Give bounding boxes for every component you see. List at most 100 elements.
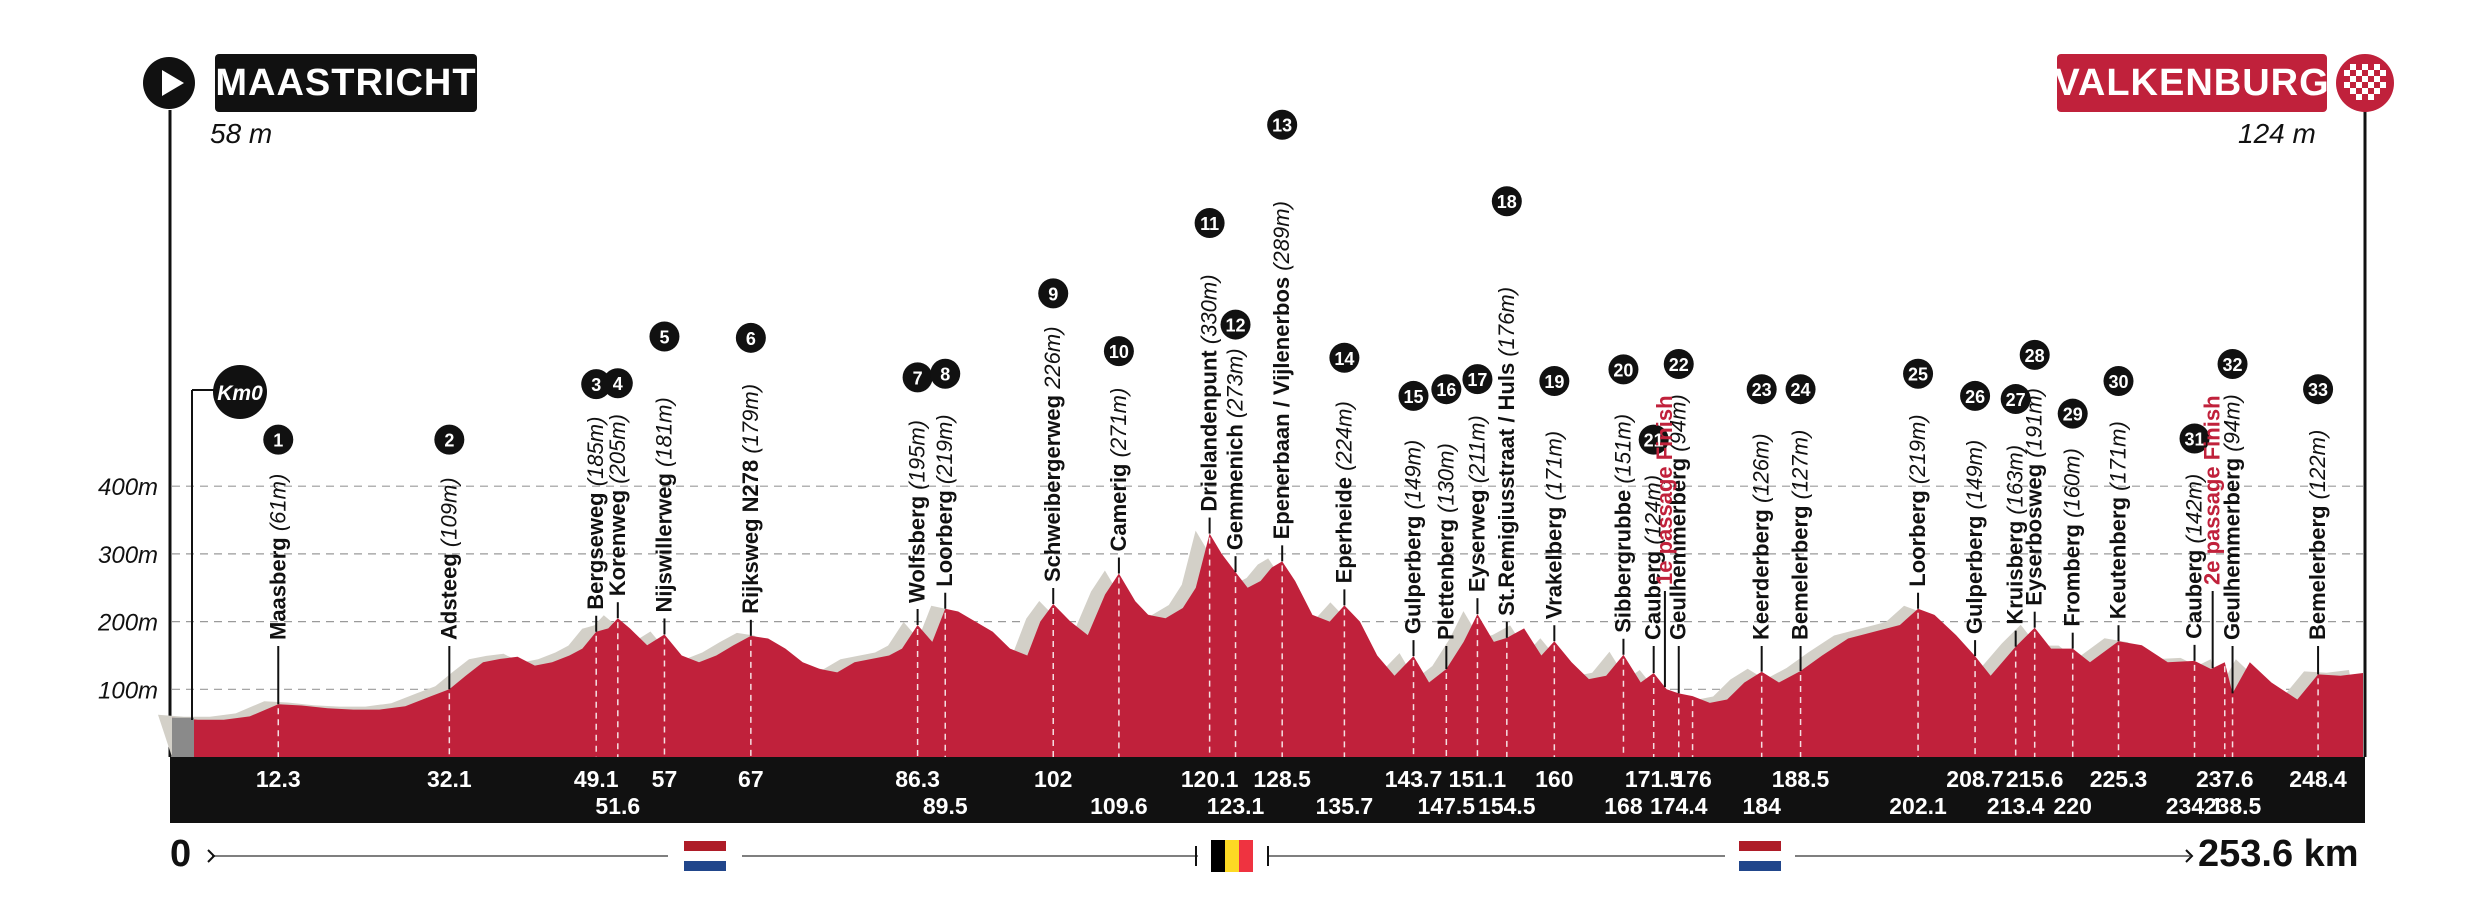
climb-number: 9 (1048, 284, 1058, 304)
climb-number-badge (649, 321, 680, 352)
climb-number: 11 (1200, 214, 1219, 234)
climb-altitude: (273m) (1223, 348, 1248, 418)
climb-label: Sibbergrubbe (151m) (1610, 414, 1635, 633)
km-label: 102 (1034, 766, 1072, 792)
finish-passage-label: 2e passage Finish (2200, 395, 2225, 585)
km-label: 86.3 (895, 766, 940, 792)
climb-number-badge (2019, 339, 2050, 370)
climb-label-group: Schweibergerweg 226m) (1040, 326, 1065, 582)
climb-number-badge (1785, 374, 1816, 405)
climb-label-group: Kruisberg (163m) (2003, 445, 2028, 625)
km-label: 89.5 (923, 793, 968, 819)
y-tick-label: 200m (97, 610, 158, 637)
climb-number: 20 (1613, 360, 1633, 380)
climb-number-badge (902, 362, 933, 393)
climb-altitude: (211m) (1464, 415, 1489, 483)
climb-altitude: (142m) (2182, 474, 2207, 544)
climb-label: Schweibergerweg 226m) (1040, 326, 1065, 582)
start-city-label: MAASTRICHT (215, 54, 477, 112)
climb-number-badge (1398, 380, 1429, 411)
climb-name: Sibbergrubbe (1610, 484, 1635, 633)
km-label: 184 (1742, 793, 1781, 819)
climb-altitude: (271m) (1106, 388, 1131, 458)
climb-label-group: Adsteeg (109m) (436, 477, 461, 640)
climb-label: St.Remigiusstraat / Huls (176m) (1494, 287, 1519, 616)
km-label: 109.6 (1090, 793, 1148, 819)
climb-altitude: (179m) (738, 384, 763, 454)
climb-label: Cauberg (124m) (1641, 475, 1666, 640)
climb-number-badge (263, 424, 294, 455)
climb-label: Gulperberg (149m) (1401, 440, 1426, 634)
climb-altitude: (127m) (1788, 430, 1813, 500)
km0-label: Km0 (217, 382, 263, 405)
climb-label-group: Cauberg (124m) (1641, 475, 1666, 640)
climb-name: Cauberg (2182, 544, 2207, 639)
climb-label-group: Geulhemmerberg (94m) (2220, 394, 2245, 640)
climb-altitude: (126m) (1749, 433, 1774, 503)
climb-name: Keutenberg (2105, 491, 2130, 619)
climb-name: Gulperberg (1401, 509, 1426, 634)
climb-name: Wolfsberg (905, 490, 930, 603)
climb-number-badge (2217, 349, 2248, 379)
climb-name: Fromberg (2060, 518, 2085, 627)
climb-number-badge (1431, 374, 1462, 405)
km-label: 128.5 (1253, 766, 1311, 792)
climb-number-badge (602, 368, 633, 399)
climb-name: Loorberg (932, 484, 957, 587)
climb-name: Kruisberg (2003, 515, 2028, 625)
climb-label-group: Eyserweg (211m) (1464, 415, 1489, 592)
climb-label-group: Gemmenich (273m) (1223, 348, 1248, 550)
climb-number-badge (1663, 349, 1694, 379)
finish-city-label: VALKENBURG (2054, 54, 2329, 112)
climb-altitude: (149m) (1962, 440, 1987, 510)
climb-number: 27 (2006, 390, 2026, 410)
climb-number: 32 (2223, 355, 2243, 375)
climb-number: 7 (913, 368, 923, 388)
climb-number-badge (1539, 366, 1570, 397)
km-label: 238.5 (2204, 793, 2262, 819)
climb-number-badge (1194, 207, 1225, 238)
elevation-profile-area (172, 533, 2363, 757)
climb-number-badge (2057, 398, 2088, 429)
climb-altitude: 226m) (1040, 326, 1065, 389)
climb-altitude: (171m) (1541, 431, 1566, 501)
climb-label: Plettenberg (130m) (1433, 443, 1458, 640)
km-label: 215.6 (2006, 766, 2064, 792)
climb-name: Camerig (1106, 457, 1131, 551)
y-tick-label: 100m (98, 677, 158, 704)
climb-label-group: Gulperberg (149m) (1401, 440, 1426, 634)
climb-name: Gulperberg (1962, 509, 1987, 634)
climb-name: Drielandenpunt (1197, 344, 1222, 511)
climb-label-group: Loorberg (219m) (1905, 414, 1930, 586)
climb-label: Gemmenich (273m) (1223, 348, 1248, 550)
climb-name: Maasberg (265, 531, 290, 640)
netherlands-flag-icon (684, 841, 726, 871)
climb-label: Korenweg (205m) (605, 414, 630, 596)
distance-band (170, 757, 2365, 823)
climb-number-badge (1903, 358, 1934, 389)
y-tick-label: 300m (98, 542, 158, 569)
climb-number-badge (735, 322, 766, 353)
km0-badge (213, 365, 267, 419)
km-label: 49.1 (574, 766, 619, 792)
climb-name: Cauberg (1641, 545, 1666, 640)
km-label: 168 (1604, 793, 1643, 819)
climb-label-group: Keerderberg (126m) (1749, 433, 1774, 640)
climb-label-group: Nijswillerweg (181m) (651, 397, 676, 612)
finish-passage-group: 1e passage Finish (1652, 395, 1677, 585)
climb-altitude: (94m) (2220, 394, 2245, 451)
climb-label: Camerig (271m) (1106, 388, 1131, 552)
climb-name: Geulhemmerberg (2220, 452, 2245, 640)
climb-name: Bemelerberg (1788, 499, 1813, 640)
climb-altitude: (219m) (1905, 414, 1930, 484)
climb-label-group: Geulhemmerberg (94m) (1666, 394, 1691, 640)
climb-number: 29 (2063, 405, 2083, 425)
distance-total-label: 253.6 km (2198, 833, 2359, 875)
climb-label: Cauberg (142m) (2182, 474, 2207, 639)
climb-number-badge (2179, 423, 2210, 454)
climb-name: St.Remigiusstraat / Huls (1494, 357, 1519, 616)
finish-passage-group: 2e passage Finish (2200, 395, 2225, 585)
climb-number: 6 (746, 329, 756, 349)
km-label: 174.4 (1650, 793, 1708, 819)
